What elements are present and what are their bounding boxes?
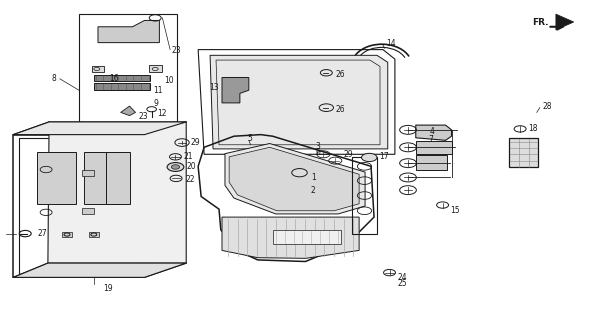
Polygon shape [13, 263, 186, 277]
Text: 28: 28 [543, 102, 552, 111]
Text: 29: 29 [344, 150, 353, 159]
Circle shape [362, 153, 377, 162]
Polygon shape [222, 217, 359, 258]
Bar [82, 170, 94, 176]
Polygon shape [120, 106, 135, 116]
Polygon shape [106, 152, 129, 204]
Text: 18: 18 [528, 124, 537, 133]
Text: 6: 6 [316, 148, 320, 157]
Polygon shape [94, 75, 150, 81]
Text: 29: 29 [191, 138, 201, 147]
Circle shape [171, 165, 180, 169]
Text: 5: 5 [247, 134, 252, 143]
Bar [149, 66, 162, 72]
Text: 3: 3 [316, 142, 320, 151]
Polygon shape [98, 20, 159, 43]
Text: 14: 14 [386, 39, 395, 48]
Text: 1: 1 [311, 173, 316, 182]
Text: 17: 17 [379, 152, 389, 161]
Text: 25: 25 [398, 279, 407, 288]
Polygon shape [48, 122, 186, 263]
Text: 27: 27 [37, 229, 47, 238]
Bar [92, 66, 104, 72]
Polygon shape [416, 141, 452, 154]
Polygon shape [229, 147, 359, 211]
Text: 10: 10 [164, 76, 174, 84]
Text: 21: 21 [183, 152, 193, 161]
Text: 16: 16 [108, 74, 119, 83]
Polygon shape [210, 55, 388, 149]
Text: 23: 23 [138, 112, 148, 121]
Polygon shape [416, 125, 452, 140]
Text: 13: 13 [209, 83, 219, 92]
Text: 8: 8 [52, 74, 56, 83]
Text: 2: 2 [310, 186, 315, 195]
Circle shape [167, 163, 184, 172]
Bar [273, 230, 341, 244]
Text: FR.: FR. [532, 18, 549, 27]
Text: 4: 4 [429, 127, 434, 136]
Text: 9: 9 [153, 99, 158, 108]
Polygon shape [222, 77, 249, 103]
Polygon shape [416, 155, 447, 170]
Polygon shape [84, 152, 122, 204]
Polygon shape [225, 143, 365, 214]
Text: 22: 22 [185, 174, 195, 184]
Bar [62, 232, 72, 237]
Polygon shape [94, 83, 150, 90]
Text: 26: 26 [335, 70, 345, 79]
Polygon shape [509, 139, 538, 167]
Text: 11: 11 [153, 86, 163, 95]
Polygon shape [292, 186, 305, 192]
Bar [89, 232, 99, 237]
Text: 7: 7 [428, 135, 433, 144]
Text: 26: 26 [335, 105, 345, 114]
Bar [82, 208, 94, 214]
Text: 12: 12 [158, 108, 167, 117]
Circle shape [292, 169, 307, 177]
Text: 24: 24 [398, 273, 407, 282]
Text: 20: 20 [186, 163, 196, 172]
Polygon shape [37, 152, 76, 204]
Text: 15: 15 [450, 206, 459, 215]
Text: 19: 19 [102, 284, 113, 293]
Text: 23: 23 [171, 46, 181, 55]
Polygon shape [556, 14, 574, 30]
Polygon shape [13, 122, 186, 135]
